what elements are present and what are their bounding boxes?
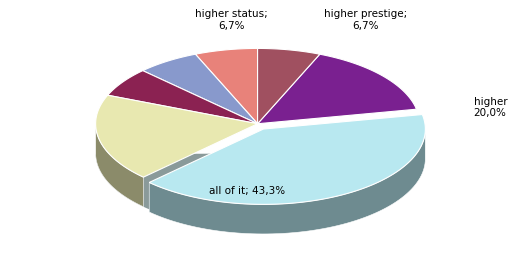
Polygon shape <box>108 71 258 124</box>
Polygon shape <box>149 115 426 204</box>
Text: higher prestige;
6,7%: higher prestige; 6,7% <box>324 9 407 31</box>
Polygon shape <box>258 54 416 124</box>
Polygon shape <box>195 48 258 124</box>
Text: all of it; 43,3%: all of it; 43,3% <box>209 186 285 196</box>
Polygon shape <box>149 132 426 234</box>
Polygon shape <box>96 153 419 229</box>
Polygon shape <box>96 95 258 177</box>
Text: higher status;
6,7%: higher status; 6,7% <box>195 9 268 31</box>
Polygon shape <box>258 48 320 124</box>
Polygon shape <box>96 125 144 207</box>
Text: higher income;
20,0%: higher income; 20,0% <box>473 97 509 118</box>
Polygon shape <box>143 54 258 124</box>
